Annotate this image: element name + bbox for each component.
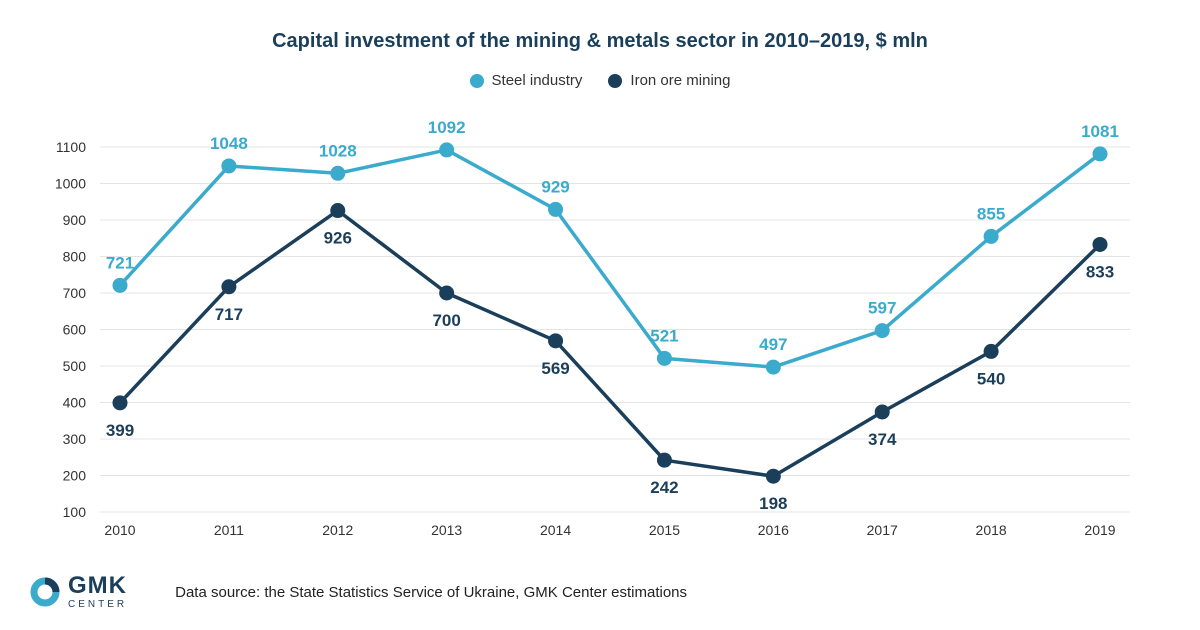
data-label-steel-2015: 521 — [650, 326, 678, 345]
data-label-steel-2013: 1092 — [428, 118, 466, 137]
data-label-iron-2016: 198 — [759, 494, 787, 513]
legend-marker-steel — [469, 73, 484, 88]
data-label-steel-2018: 855 — [977, 204, 1005, 223]
point-iron-2012 — [330, 203, 346, 219]
logo-name: GMK — [68, 572, 127, 599]
point-steel-2012 — [330, 165, 346, 181]
data-label-iron-2018: 540 — [977, 369, 1005, 388]
y-tick-label-1100: 1100 — [56, 139, 86, 155]
y-tick-label-800: 800 — [63, 249, 87, 265]
data-label-steel-2012: 1028 — [319, 141, 357, 160]
point-iron-2014 — [548, 333, 564, 349]
x-tick-label-2015: 2015 — [649, 522, 680, 538]
logo-subtitle: CENTER — [68, 599, 128, 610]
data-label-iron-2015: 242 — [650, 478, 678, 497]
x-tick-label-2013: 2013 — [431, 522, 462, 538]
point-steel-2010 — [112, 277, 128, 293]
point-iron-2018 — [983, 343, 999, 359]
data-label-iron-2014: 569 — [541, 359, 569, 378]
x-tick-label-2018: 2018 — [976, 522, 1007, 538]
point-steel-2019 — [1092, 146, 1108, 162]
data-label-iron-2012: 926 — [324, 229, 352, 248]
data-label-iron-2013: 700 — [432, 311, 460, 330]
data-label-steel-2016: 497 — [759, 335, 787, 354]
x-tick-label-2016: 2016 — [758, 522, 789, 538]
gmk-logo-icon — [30, 577, 60, 607]
x-tick-label-2019: 2019 — [1084, 522, 1115, 538]
data-label-iron-2019: 833 — [1086, 262, 1114, 281]
data-label-steel-2010: 721 — [106, 253, 134, 272]
chart-legend: Steel industry Iron ore mining — [0, 72, 1200, 89]
point-steel-2015 — [656, 350, 672, 366]
point-steel-2017 — [874, 323, 890, 339]
y-tick-label-500: 500 — [63, 358, 87, 374]
point-iron-2013 — [439, 285, 455, 301]
y-tick-label-1000: 1000 — [55, 176, 86, 192]
point-iron-2019 — [1092, 236, 1108, 252]
y-tick-label-200: 200 — [63, 468, 87, 484]
gmk-logo: GMK CENTER — [30, 574, 127, 610]
footer: GMK CENTER Data source: the State Statis… — [30, 574, 687, 610]
y-tick-label-300: 300 — [63, 431, 87, 447]
x-tick-label-2012: 2012 — [322, 522, 353, 538]
point-steel-2016 — [765, 359, 781, 375]
point-steel-2018 — [983, 228, 999, 244]
data-label-iron-2017: 374 — [868, 430, 897, 449]
y-tick-label-100: 100 — [63, 504, 87, 520]
point-steel-2014 — [548, 201, 564, 217]
data-label-steel-2017: 597 — [868, 299, 896, 318]
point-steel-2011 — [221, 158, 237, 174]
y-tick-label-700: 700 — [63, 285, 87, 301]
legend-marker-iron — [608, 73, 623, 88]
y-tick-label-900: 900 — [63, 212, 87, 228]
point-iron-2011 — [221, 279, 237, 295]
point-iron-2015 — [656, 452, 672, 468]
series-line-iron — [118, 208, 1102, 478]
x-tick-label-2011: 2011 — [214, 522, 244, 538]
legend-item-iron[interactable]: Iron ore mining — [608, 72, 730, 89]
x-tick-label-2017: 2017 — [867, 522, 898, 538]
data-label-iron-2010: 399 — [106, 421, 134, 440]
point-iron-2016 — [765, 468, 781, 484]
data-label-steel-2019: 1081 — [1081, 122, 1119, 141]
y-tick-label-400: 400 — [63, 395, 87, 411]
series-line-steel — [118, 148, 1102, 369]
data-label-steel-2014: 929 — [541, 177, 569, 196]
x-tick-label-2010: 2010 — [104, 522, 135, 538]
data-label-iron-2011: 717 — [215, 305, 243, 324]
point-iron-2010 — [112, 395, 128, 411]
y-tick-label-600: 600 — [63, 322, 87, 338]
legend-label-iron: Iron ore mining — [630, 72, 731, 89]
point-steel-2013 — [439, 142, 455, 158]
point-iron-2017 — [874, 404, 890, 420]
data-source-note: Data source: the State Statistics Servic… — [175, 583, 687, 601]
legend-label-steel: Steel industry — [491, 72, 583, 89]
x-tick-label-2014: 2014 — [540, 522, 571, 538]
data-label-steel-2011: 1048 — [210, 134, 248, 153]
chart-title: Capital investment of the mining & metal… — [272, 30, 928, 52]
legend-item-steel[interactable]: Steel industry — [469, 72, 583, 89]
